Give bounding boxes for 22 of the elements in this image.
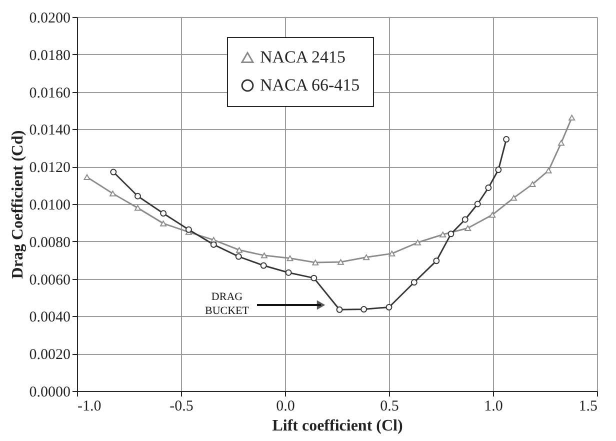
y-tick-label: 0.0080	[29, 234, 70, 251]
x-tick-label: 0.0	[276, 398, 295, 414]
annotation: DRAG BUCKET	[205, 291, 250, 317]
y-tick-label: 0.0000	[29, 384, 70, 400]
y-axis-title: Drag Coefficient (Cd)	[9, 130, 26, 279]
y-tick-label: 0.0020	[29, 347, 70, 364]
legend-label: NACA 2415	[260, 48, 346, 66]
legend-label: NACA 66-415	[260, 76, 360, 94]
y-tick-label: 0.0100	[29, 198, 70, 214]
x-tick-label: 1.5	[578, 398, 598, 414]
y-tick-label: 0.0120	[29, 160, 70, 176]
y-tick-label: 0.0060	[29, 272, 70, 288]
y-tick-label: 0.0200	[29, 10, 70, 26]
x-tick-label: -1.0	[78, 398, 102, 414]
x-tick-label: 1.0	[484, 398, 503, 414]
x-tick-label: 0.5	[380, 398, 399, 414]
y-tick-label: 0.0140	[29, 122, 70, 139]
y-tick-label: 0.0180	[29, 48, 70, 64]
y-tick-label: 0.0160	[29, 85, 70, 102]
x-axis-title: Lift coefficient (Cl)	[272, 418, 403, 434]
x-tick-label: -0.5	[170, 398, 194, 414]
y-tick-label: 0.0040	[29, 310, 70, 326]
